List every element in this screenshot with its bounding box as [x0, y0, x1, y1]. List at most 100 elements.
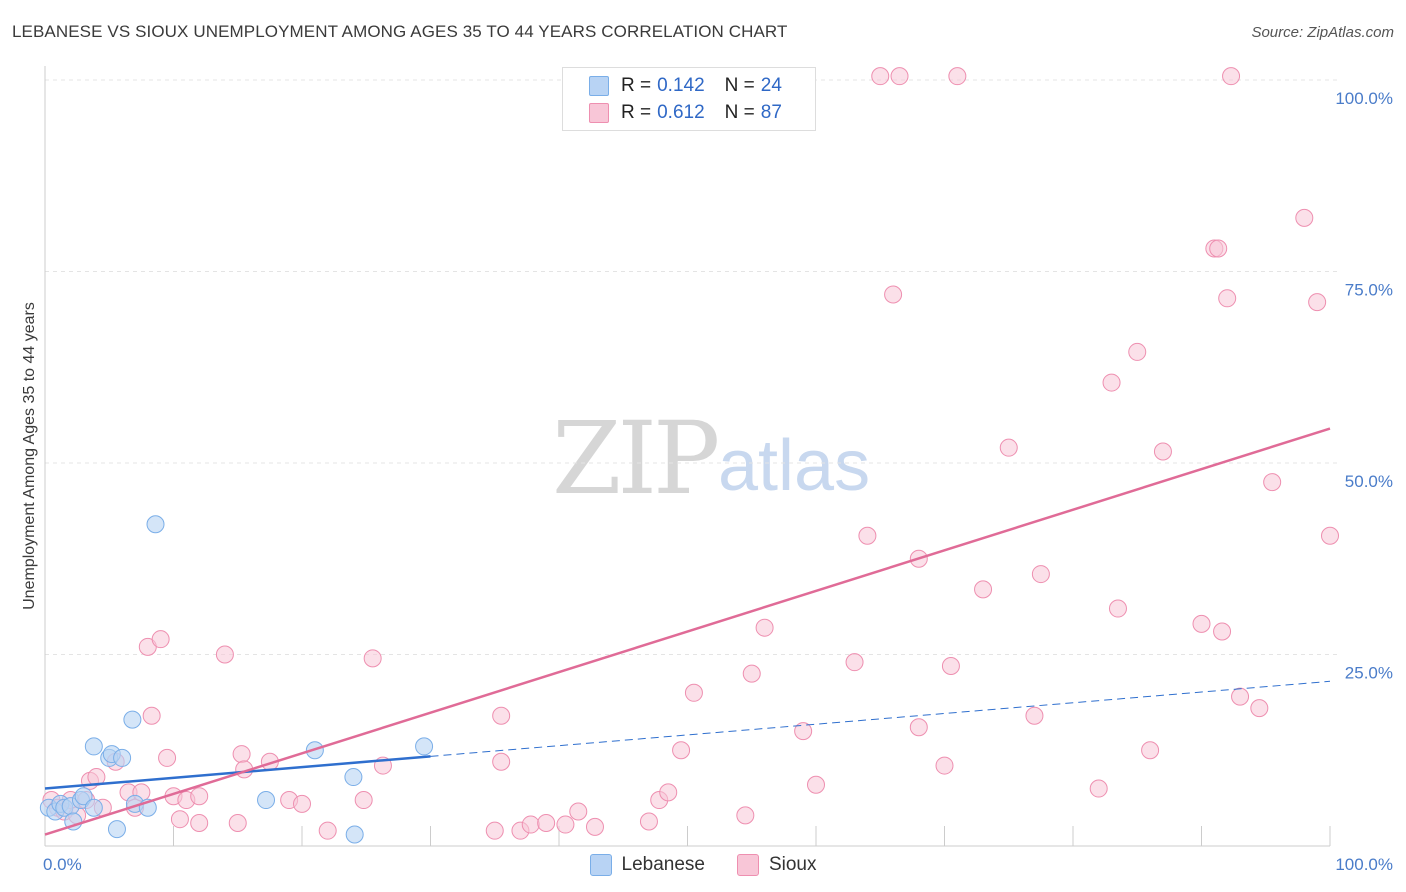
sioux-point: [1102, 373, 1121, 392]
sioux-point: [232, 745, 251, 764]
sioux-point: [1263, 473, 1282, 492]
legend-swatch-sioux: [589, 103, 609, 123]
legend-r-label: R =: [621, 102, 652, 123]
sioux-point: [492, 706, 511, 725]
watermark-zip: ZIP: [552, 400, 720, 517]
x-tick-label-0: 0.0%: [43, 855, 82, 874]
sioux-point: [736, 806, 755, 825]
correlation-legend: R = 0.142 N = 24 R = 0.612 N = 87: [562, 67, 816, 131]
lebanese-point: [84, 798, 103, 817]
legend-r-value-sioux: 0.612: [657, 102, 705, 123]
sioux-point: [884, 285, 903, 304]
sioux-point: [858, 526, 877, 545]
sioux-point: [948, 67, 967, 86]
sioux-point: [941, 656, 960, 675]
sioux-point: [556, 815, 575, 834]
sioux-point: [672, 741, 691, 760]
sioux-point: [1153, 442, 1172, 461]
legend-swatch-lebanese: [589, 854, 612, 876]
sioux-point: [742, 664, 761, 683]
sioux-point: [492, 752, 511, 771]
sioux-point: [485, 821, 504, 840]
sioux-point: [794, 722, 813, 741]
sioux-point: [1025, 706, 1044, 725]
y-tick-label-100: 100.0%: [1335, 89, 1393, 108]
sioux-point: [1192, 614, 1211, 633]
lebanese-point: [123, 710, 142, 729]
y-tick-label-25: 25.0%: [1345, 664, 1393, 683]
sioux-point: [807, 775, 825, 794]
sioux-points: [42, 67, 1339, 840]
legend-label-lebanese: Lebanese: [621, 854, 705, 875]
lebanese-point: [344, 768, 363, 787]
sioux-point: [845, 653, 864, 672]
axes: [44, 66, 1331, 847]
sioux-point: [639, 812, 658, 831]
lebanese-point: [345, 825, 364, 844]
legend-item-sioux[interactable]: Sioux: [736, 854, 817, 876]
sioux-point: [1108, 599, 1127, 618]
sioux-point: [354, 791, 373, 810]
grid-lines: [45, 79, 1340, 655]
legend-label-sioux: Sioux: [768, 854, 817, 875]
sioux-point: [569, 802, 588, 821]
legend-n-label: N =: [724, 75, 755, 96]
lebanese-point: [84, 737, 103, 756]
legend-item-lebanese[interactable]: Lebanese: [589, 854, 705, 876]
sioux-point: [537, 814, 556, 833]
lebanese-point: [257, 791, 276, 810]
chart-title: LEBANESE VS SIOUX UNEMPLOYMENT AMONG AGE…: [12, 22, 788, 41]
legend-r-label: R =: [621, 75, 652, 96]
legend-swatch-sioux: [736, 854, 759, 876]
sioux-point: [1031, 565, 1050, 584]
y-tick-label-50: 50.0%: [1345, 472, 1393, 491]
sioux-point: [151, 630, 170, 649]
sioux-point: [1321, 526, 1339, 545]
sioux-point: [1308, 293, 1327, 312]
sioux-point: [1141, 741, 1160, 760]
sioux-trend-line: [44, 427, 1331, 836]
lebanese-trend-dashed: [430, 680, 1331, 757]
lebanese-point: [415, 737, 434, 756]
lebanese-point: [146, 515, 165, 534]
sioux-point: [585, 817, 604, 836]
sioux-point: [755, 618, 774, 637]
source-label: Source: ZipAtlas.com: [1251, 24, 1394, 41]
sioux-point: [909, 718, 928, 737]
sioux-point: [1231, 687, 1250, 706]
sioux-point: [1222, 67, 1241, 86]
sioux-point: [170, 810, 189, 829]
sioux-point: [871, 67, 890, 86]
lebanese-points: [39, 515, 434, 844]
sioux-point: [935, 756, 954, 775]
x-tick-label-100: 100.0%: [1335, 855, 1393, 874]
trend-lines: [44, 427, 1331, 836]
legend-n-value-sioux: 87: [760, 102, 782, 123]
sioux-point: [1295, 208, 1314, 227]
sioux-point: [293, 794, 311, 813]
sioux-point: [890, 67, 909, 86]
sioux-point: [215, 645, 234, 664]
lebanese-point: [74, 787, 93, 806]
sioux-point: [87, 768, 106, 787]
sioux-point: [1128, 342, 1147, 361]
legend-row-lebanese: R = 0.142 N = 24: [589, 74, 782, 98]
sioux-point: [1250, 699, 1269, 718]
sioux-point: [1089, 779, 1108, 798]
sioux-point: [999, 438, 1018, 457]
sioux-point: [318, 821, 337, 840]
series-legend: Lebanese Sioux: [0, 850, 1406, 880]
sioux-point: [1213, 622, 1232, 641]
sioux-point: [363, 649, 382, 668]
sioux-point: [1218, 289, 1237, 308]
sioux-point: [158, 748, 177, 767]
watermark-atlas: atlas: [718, 426, 871, 506]
sioux-point: [142, 706, 161, 725]
legend-swatch-lebanese: [589, 76, 609, 96]
sioux-point: [1209, 239, 1228, 258]
sioux-point: [521, 815, 540, 834]
sioux-point: [684, 683, 703, 702]
lebanese-point: [107, 820, 126, 839]
sioux-point: [974, 580, 993, 599]
